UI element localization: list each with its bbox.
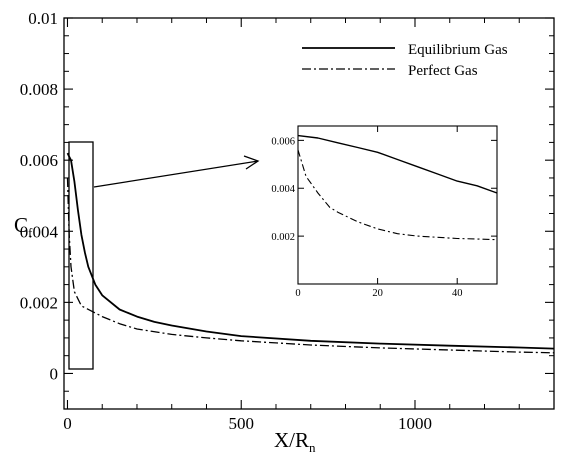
inset-x-tick-label: 0 — [295, 288, 300, 299]
inset-y-tick-label: 0.002 — [271, 232, 295, 243]
series-line-perfect-gas — [66, 177, 555, 354]
legend: Equilibrium Gas Perfect Gas — [302, 42, 508, 79]
inset-series-line-equilibrium-gas — [297, 134, 498, 194]
y-tick-label: 0.006 — [20, 151, 58, 170]
y-tick-label: 0.01 — [28, 9, 58, 28]
inset-y-tick-label: 0.004 — [271, 184, 295, 195]
main-axis-ticks: 0 500 1000 0 0.002 0.004 0.006 0.008 0.01 — [20, 9, 554, 433]
x-axis-title: X/Rn — [274, 428, 316, 455]
inset-series-line-perfect-gas — [297, 149, 498, 241]
inset-axis-ticks: 0 20 40 0.002 0.004 0.006 — [271, 126, 497, 299]
y-tick-label: 0 — [50, 364, 59, 383]
y-tick-label: 0.004 — [20, 222, 59, 241]
x-tick-label: 1000 — [398, 414, 432, 433]
y-axis-title-main: C — [14, 213, 28, 237]
y-tick-label: 0.008 — [20, 80, 58, 99]
inset-x-tick-label: 20 — [372, 288, 383, 299]
zoom-arrow — [93, 155, 260, 188]
inset-y-tick-label: 0.006 — [271, 136, 295, 147]
y-tick-label: 0.002 — [20, 293, 58, 312]
y-axis-title-sub: f — [28, 225, 33, 240]
inset-frame — [297, 125, 498, 285]
y-axis-title: Cf — [14, 213, 33, 240]
inset-series — [297, 134, 498, 241]
x-tick-label: 500 — [228, 414, 254, 433]
main-series — [66, 152, 555, 354]
legend-label-equilibrium: Equilibrium Gas — [408, 42, 508, 58]
zoom-region-box — [68, 141, 94, 370]
x-tick-label: 0 — [63, 414, 72, 433]
legend-label-perfect: Perfect Gas — [408, 63, 478, 79]
inset-x-tick-label: 40 — [452, 288, 463, 299]
x-axis-title-sub: n — [309, 440, 316, 455]
series-line-equilibrium-gas — [66, 152, 555, 350]
x-axis-title-main: X/R — [274, 428, 309, 452]
